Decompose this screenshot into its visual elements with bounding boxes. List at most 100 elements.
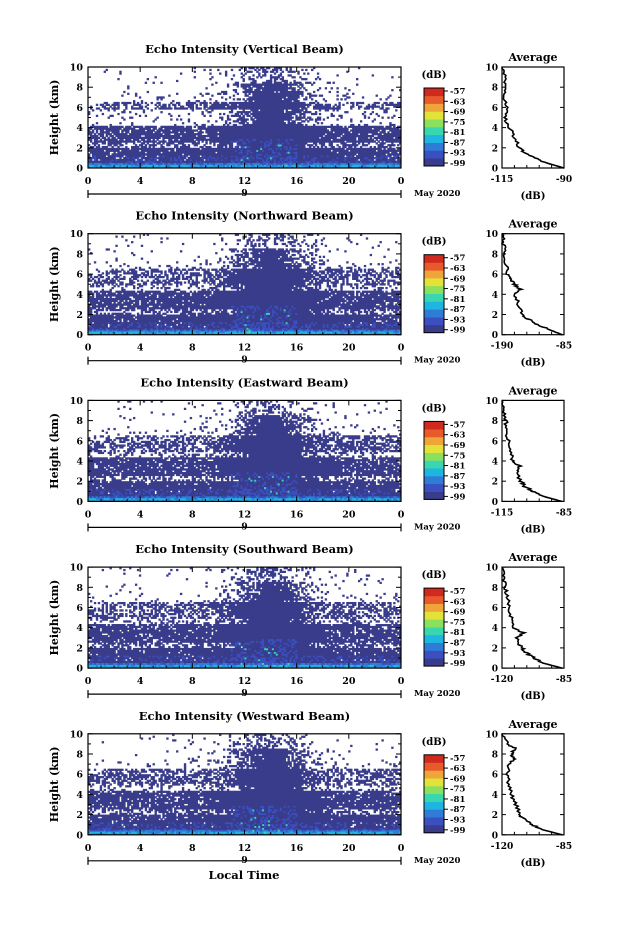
heatmap-cell: [283, 162, 286, 165]
heatmap-cell: [387, 149, 390, 152]
heatmap-cell: [252, 153, 255, 156]
heatmap-cell: [291, 134, 294, 138]
heatmap-cell: [397, 138, 400, 141]
heatmap-cell: [379, 160, 382, 163]
heatmap-cell: [295, 156, 298, 160]
heatmap-cell: [234, 153, 238, 156]
heatmap-cell: [95, 145, 99, 149]
heatmap-cell: [334, 156, 337, 160]
heatmap-cell: [230, 147, 234, 151]
heatmap-cell: [369, 158, 373, 162]
heatmap-cell: [236, 162, 240, 165]
heatmap-cell: [217, 140, 220, 143]
heatmap-cell: [322, 127, 326, 130]
heatmap-cell: [279, 129, 283, 132]
heatmap-cell: [367, 147, 371, 151]
heatmap-cell: [179, 151, 183, 154]
heatmap-cell: [154, 155, 157, 158]
heatmap-cell: [307, 149, 310, 152]
heatmap-cell: [299, 127, 302, 130]
heatmap-cell: [344, 134, 347, 138]
heatmap-cell: [193, 140, 196, 143]
heatmap-cell: [95, 142, 99, 145]
heatmap-cell: [205, 127, 208, 130]
heatmap-cell: [297, 145, 300, 149]
heatmap-cell: [367, 134, 371, 138]
heatmap-cell: [371, 125, 375, 128]
heatmap-cell: [177, 134, 181, 138]
heatmap-cell: [119, 160, 122, 163]
heatmap-cell: [277, 123, 281, 127]
heatmap-cell: [217, 144, 220, 147]
heatmap-cell: [97, 144, 101, 147]
heatmap-cell: [363, 153, 367, 156]
heatmap-cell: [244, 166, 247, 169]
heatmap-cell: [277, 151, 281, 154]
heatmap-cell: [248, 156, 251, 160]
heatmap-cell: [346, 111, 349, 114]
heatmap-cell: [371, 164, 375, 167]
heatmap-cell: [389, 123, 392, 127]
heatmap-cell: [289, 138, 292, 141]
heatmap-cell: [350, 133, 353, 136]
heatmap-cell: [226, 133, 230, 136]
heatmap-cell: [365, 131, 369, 134]
heatmap-cell: [377, 156, 380, 160]
heatmap-cell: [219, 136, 222, 140]
heatmap-cell: [174, 140, 177, 143]
heatmap-cell: [359, 127, 363, 130]
heatmap-cell: [240, 129, 243, 132]
heatmap-cell: [340, 125, 343, 128]
heatmap-cell: [250, 156, 253, 160]
heatmap-cell: [201, 145, 204, 149]
heatmap-cell: [295, 145, 298, 149]
heatmap-cell: [134, 92, 138, 95]
heatmap-cell: [311, 164, 314, 167]
heatmap-cell: [379, 149, 382, 152]
heatmap-cell: [240, 140, 243, 143]
heatmap-cell: [264, 136, 267, 140]
heatmap-cell: [111, 156, 114, 160]
heatmap-cell: [221, 96, 224, 99]
heatmap-cell: [318, 134, 322, 138]
heatmap-cell: [359, 129, 363, 132]
heatmap-cell: [361, 160, 365, 163]
heatmap-cell: [222, 136, 226, 140]
heatmap-cell: [299, 151, 302, 154]
heatmap-cell: [371, 158, 375, 162]
heatmap-cell: [283, 147, 286, 151]
heatmap-cell: [383, 127, 386, 130]
heatmap-cell: [309, 136, 312, 140]
heatmap-cell: [158, 160, 161, 163]
heatmap-cell: [187, 127, 191, 130]
heatmap-cell: [269, 144, 273, 147]
heatmap-cell: [279, 156, 283, 160]
heatmap-cell: [342, 134, 345, 138]
heatmap-cell: [174, 134, 177, 138]
heatmap-cell: [244, 136, 247, 140]
heatmap-cell: [305, 156, 308, 160]
heatmap-cell: [389, 164, 392, 167]
heatmap-cell: [271, 158, 275, 162]
heatmap-cell: [361, 147, 365, 151]
colorbar-swatch: [424, 134, 444, 143]
heatmap-cell: [103, 153, 107, 156]
heatmap-cell: [248, 153, 251, 156]
heatmap-cell: [144, 131, 148, 134]
heatmap-cell: [262, 138, 265, 141]
heatmap-cell: [197, 134, 200, 138]
heatmap-cell: [389, 134, 392, 138]
heatmap-cell: [289, 123, 292, 127]
heatmap-cell: [365, 166, 369, 169]
heatmap-cell: [191, 149, 195, 152]
heatmap-cell: [367, 156, 371, 160]
heatmap-cell: [107, 151, 110, 154]
heatmap-cell: [399, 149, 402, 152]
heatmap-cell: [174, 145, 177, 149]
heatmap-cell: [314, 164, 318, 167]
heatmap-cell: [125, 162, 128, 165]
heatmap-cell: [363, 140, 367, 143]
heatmap-cell: [199, 149, 202, 152]
heatmap-cell: [381, 136, 384, 140]
heatmap-cell: [162, 162, 165, 165]
